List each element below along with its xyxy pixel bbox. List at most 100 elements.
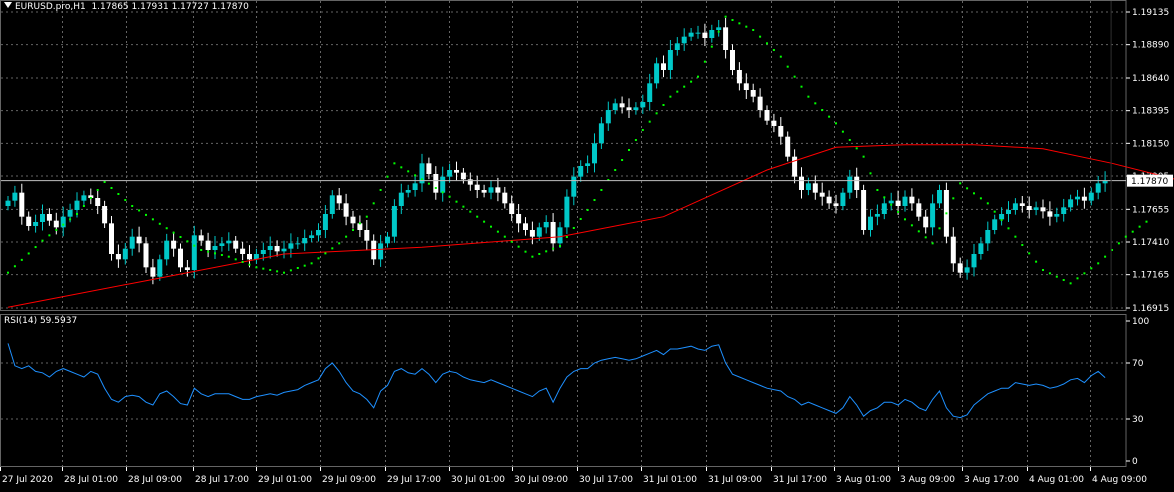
price-tick-label: 1.19135 [1132,8,1169,18]
candle-bear [426,163,432,174]
sar-dot [207,250,210,253]
candle-bull [281,248,287,252]
sar-dot [200,249,203,251]
sar-dot [1076,277,1079,280]
sar-dot [1145,220,1148,223]
candle-bull [1061,207,1067,214]
candle-bear [364,230,370,241]
candle-bull [398,192,404,206]
candle-bear [95,198,101,206]
rsi-tick-label: 100 [1132,317,1149,327]
sar-dot [434,187,437,189]
sar-dot [296,267,299,269]
sar-dot [697,75,699,78]
chart-menu-icon[interactable] [4,2,12,8]
sar-dot [1035,260,1038,263]
candle-bull [564,196,570,228]
ohlc-values: 1.17865 1.17931 1.17727 1.17870 [91,2,249,12]
candle-bull [253,254,259,260]
candle-bear [895,200,901,206]
candle-bull [1006,210,1011,214]
sar-dot [1007,227,1010,230]
sar-dot [393,162,396,165]
sar-dot [821,109,824,111]
sar-dot [848,139,851,141]
x-tick-label: 3 Aug 01:00 [836,475,891,485]
candle-bear [792,156,798,177]
sar-dot [904,218,906,221]
sar-dot [572,227,575,229]
sar-dot [41,239,44,242]
candle-bull [316,230,321,236]
sar-dot [986,202,989,205]
x-tick-label: 4 Aug 01:00 [1029,475,1084,485]
sar-dot [1111,249,1113,251]
sar-dot [752,29,755,31]
candle-bull [930,203,936,228]
candle-bull [695,32,701,34]
sar-dot [186,240,189,243]
candle-bear [88,195,94,198]
candle-bear [198,235,204,241]
sar-dot [973,192,975,195]
sar-dot [565,236,568,238]
candle-bull [385,236,390,244]
sar-dot [607,179,610,181]
sar-dot [248,263,251,266]
symbol-title: EURUSD.pro,H1 [15,2,86,12]
sar-dot [20,258,23,261]
candle-bull [640,102,646,108]
price-tick-label: 1.17165 [1132,271,1169,281]
price-tick-label: 1.18395 [1132,107,1169,117]
sar-dot [924,236,927,239]
candle-bull [412,183,418,190]
candle-bull [598,123,604,144]
sar-dot [1104,255,1107,258]
sar-dot [710,45,713,48]
candle-bull [33,222,39,226]
candle-bear [854,176,860,190]
x-tick-label: 28 Jul 17:00 [195,475,249,485]
candle-bear [26,216,32,226]
candle-bear [274,246,280,252]
sar-dot [1055,275,1058,278]
sar-dot [131,205,134,207]
candle-bear [957,263,963,273]
sar-dot [48,234,51,237]
candle-bull [964,267,970,273]
sar-dot [407,170,410,173]
candle-bull [605,110,611,124]
x-tick-label: 29 Jul 17:00 [387,475,441,485]
sar-dot [220,254,223,256]
sar-dot [510,240,513,243]
sar-dot [966,187,969,190]
candle-bear [1081,196,1087,201]
rsi-tick-label: 0 [1132,457,1138,467]
sar-dot [517,245,520,248]
sar-dot [490,225,492,228]
candle-bull [992,219,998,230]
chart-title: EURUSD.pro,H1 1.17865 1.17931 1.17727 1.… [4,2,249,12]
rsi-title: RSI(14) 59.5937 [4,316,78,326]
sar-dot [669,95,672,98]
candle-bull [1102,180,1108,184]
x-tick-label: 30 Jul 17:00 [579,475,633,485]
candle-bear [509,203,515,214]
candle-bull [536,227,542,237]
sar-dot [262,267,265,270]
candle-bull [578,166,584,177]
candle-bull [405,190,411,193]
candle-bull [67,210,73,217]
candle-bear [109,223,114,254]
sar-dot [683,85,686,88]
sar-dot [641,129,644,131]
sar-dot [959,182,962,185]
sar-dot [1124,235,1127,238]
sar-dot [841,130,844,133]
sar-dot [62,223,65,226]
sar-dot [55,229,58,231]
sar-dot [945,212,948,215]
x-tick-label: 28 Jul 01:00 [64,475,118,485]
